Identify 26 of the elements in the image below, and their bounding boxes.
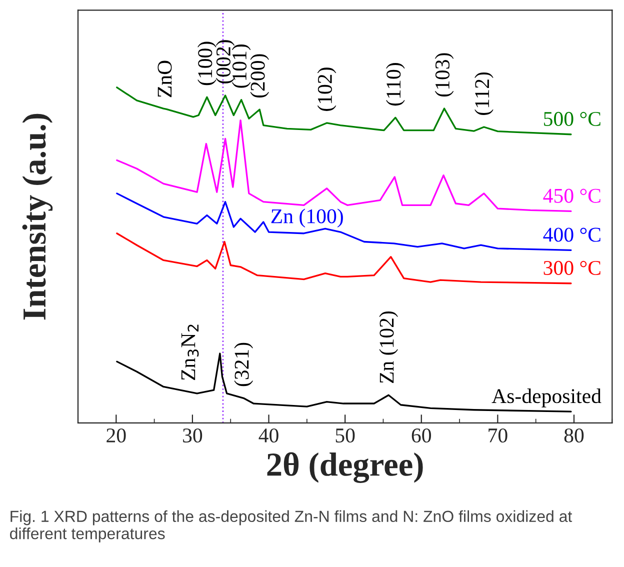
series-label: 300 °C: [544, 260, 600, 275]
x-tick-label: 70: [488, 428, 508, 443]
annotation: Zn$_{3}$N$_{2}$: [181, 324, 199, 380]
annotation: (110): [386, 63, 405, 106]
annotation: ZnO: [158, 60, 172, 98]
x-tick-label: 30: [183, 428, 202, 443]
caption: Fig. 1 XRD patterns of the as-deposited Zn-N films and N: ZnO films oxidized at different temperatures: [10, 510, 572, 542]
annotation: (100): [198, 42, 216, 86]
x-tick-label: 20: [106, 428, 126, 443]
annotation: (102): [317, 68, 336, 111]
series-label: As-deposited: [492, 388, 602, 408]
x-tick-label: 40: [258, 428, 278, 443]
x-tick-label: 50: [336, 428, 355, 443]
x-tick-label: 60: [412, 428, 431, 443]
series-label: 450 °C: [543, 188, 600, 203]
annotation: (200): [250, 54, 270, 98]
series-label: 500 °C: [544, 112, 600, 126]
y-axis-title: Intensity (a.u.): [22, 114, 53, 320]
annotation: (112): [474, 72, 494, 115]
annotation: Zn (100): [271, 208, 343, 228]
x-tick-label: 80: [564, 428, 584, 443]
x-axis-title: 2θ (degree): [267, 452, 423, 483]
annotation: (321): [234, 342, 254, 386]
annotation: Zn (102): [379, 311, 398, 384]
annotation: (103): [434, 53, 454, 97]
series-label: 400 °C: [543, 228, 600, 242]
